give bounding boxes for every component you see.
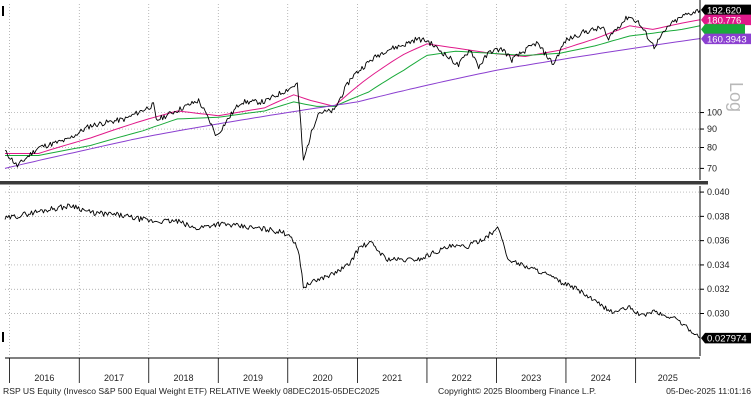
- panel-divider: [0, 181, 708, 185]
- x-tick-label: 2024: [591, 373, 611, 383]
- price-line-0: [4, 8, 701, 168]
- axis-layer: 70 80 90 100 0.040 0.038 0.036 0.034 0.032 0.030 2…: [0, 0, 730, 383]
- moving-average-line-1: [5, 25, 701, 156]
- y-tick-label-bottom: 0.032: [707, 284, 730, 294]
- y-tick-label-bottom: 0.038: [707, 211, 730, 221]
- last-value-label: 192.620: [707, 5, 741, 16]
- last-value-badge: [701, 33, 751, 45]
- footer-description: RSP US Equity (Invesco S&P 500 Equal Wei…: [3, 386, 380, 396]
- last-value-label: 0.027974: [707, 334, 747, 345]
- y-tick-label-bottom: 0.036: [707, 236, 730, 246]
- moving-average-line-2: [4, 38, 701, 169]
- y-tick-label-top: 100: [707, 108, 722, 118]
- x-tick-label: 2018: [173, 373, 193, 383]
- x-tick-label: 2020: [313, 373, 333, 383]
- x-tick-label: 2023: [521, 373, 541, 383]
- x-tick-label: 2017: [104, 373, 124, 383]
- y-tick-label-top: 90: [707, 124, 717, 134]
- x-tick-label: 2021: [382, 373, 402, 383]
- last-value-badge: [701, 14, 751, 26]
- x-tick-label: 2025: [658, 373, 678, 383]
- y-tick-label-bottom: 0.030: [707, 309, 730, 319]
- log-scale-label: Log: [726, 82, 746, 112]
- y-tick-label-bottom: 0.034: [707, 260, 730, 270]
- last-value-label: 160.3943: [707, 34, 747, 45]
- y-tick-label-top: 80: [707, 142, 717, 152]
- last-value-badge: [701, 332, 751, 344]
- x-tick-label: 2016: [34, 373, 54, 383]
- footer-timestamp: 05-Dec-2025 11:01:16: [666, 386, 751, 396]
- last-value-badge: [701, 4, 751, 16]
- y-tick-label-bottom: 0.040: [707, 187, 730, 197]
- x-tick-label: 2019: [243, 373, 263, 383]
- last-value-badge: [701, 24, 745, 35]
- x-tick-label: 2022: [452, 373, 472, 383]
- y-tick-label-top: 70: [707, 163, 717, 173]
- grid-layer: [5, 4, 700, 356]
- series-layer: [4, 8, 701, 339]
- relative-line-0: [4, 203, 701, 339]
- footer-copyright: Copyright© 2025 Bloomberg Finance L.P.: [438, 386, 596, 396]
- moving-average-line-0: [5, 19, 701, 154]
- last-value-label: 180.776: [707, 15, 741, 26]
